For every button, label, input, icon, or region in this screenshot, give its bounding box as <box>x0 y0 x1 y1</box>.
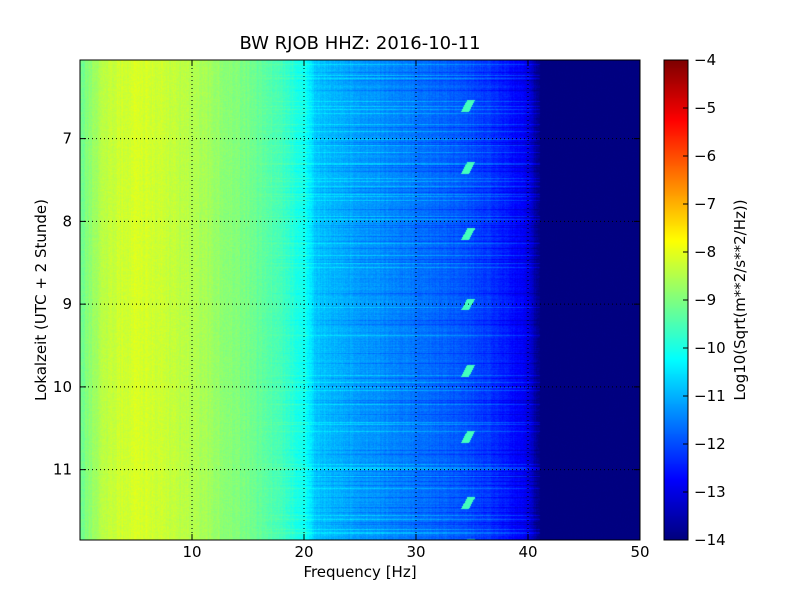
x-tick-label: 30 <box>406 543 425 561</box>
grid-lines <box>80 60 640 540</box>
colorbar-tick-label: −13 <box>694 483 726 501</box>
colorbar-label: Log10(Sqrt(m**2/s**2/Hz)) <box>731 199 749 400</box>
colorbar-tick-label: −6 <box>694 147 716 165</box>
y-tick-label: 8 <box>62 212 72 230</box>
colorbar-tick-label: −10 <box>694 339 726 357</box>
colorbar-ticks: −4 −5 −6 −7 −8 −9 −10 −11 −12 −13 −14 <box>683 51 726 549</box>
y-tick-label: 11 <box>53 461 72 479</box>
chart-title: BW RJOB HHZ: 2016-10-11 <box>239 33 480 54</box>
x-axis-ticks: 10 20 30 40 50 <box>182 60 650 561</box>
colorbar: −4 −5 −6 −7 −8 −9 −10 −11 −12 −13 −14 Log10(Sqrt(m… <box>663 51 749 549</box>
colorbar-tick-label: −14 <box>694 531 726 549</box>
y-tick-label: 7 <box>62 130 72 148</box>
colorbar-tick-label: −8 <box>694 243 716 261</box>
x-tick-label: 50 <box>630 543 649 561</box>
colorbar-tick-label: −11 <box>694 387 726 405</box>
x-tick-label: 10 <box>182 543 201 561</box>
y-axis-ticks: 7 8 9 10 11 <box>53 130 640 479</box>
y-tick-label: 9 <box>62 295 72 313</box>
colorbar-tick-label: −4 <box>694 51 716 69</box>
plot-frame <box>79 59 641 541</box>
x-axis-label: Frequency [Hz] <box>303 563 416 581</box>
colorbar-tick-label: −9 <box>694 291 716 309</box>
spectrogram-area <box>80 60 640 540</box>
colorbar-tick-label: −12 <box>694 435 726 453</box>
y-axis-label: Lokalzeit (UTC + 2 Stunde) <box>32 199 50 401</box>
colorbar-tick-label: −7 <box>694 195 716 213</box>
x-tick-label: 20 <box>294 543 313 561</box>
spectrogram-heatmap <box>80 60 640 540</box>
y-tick-label: 10 <box>53 378 72 396</box>
colorbar-tick-label: −5 <box>694 99 716 117</box>
x-tick-label: 40 <box>518 543 537 561</box>
